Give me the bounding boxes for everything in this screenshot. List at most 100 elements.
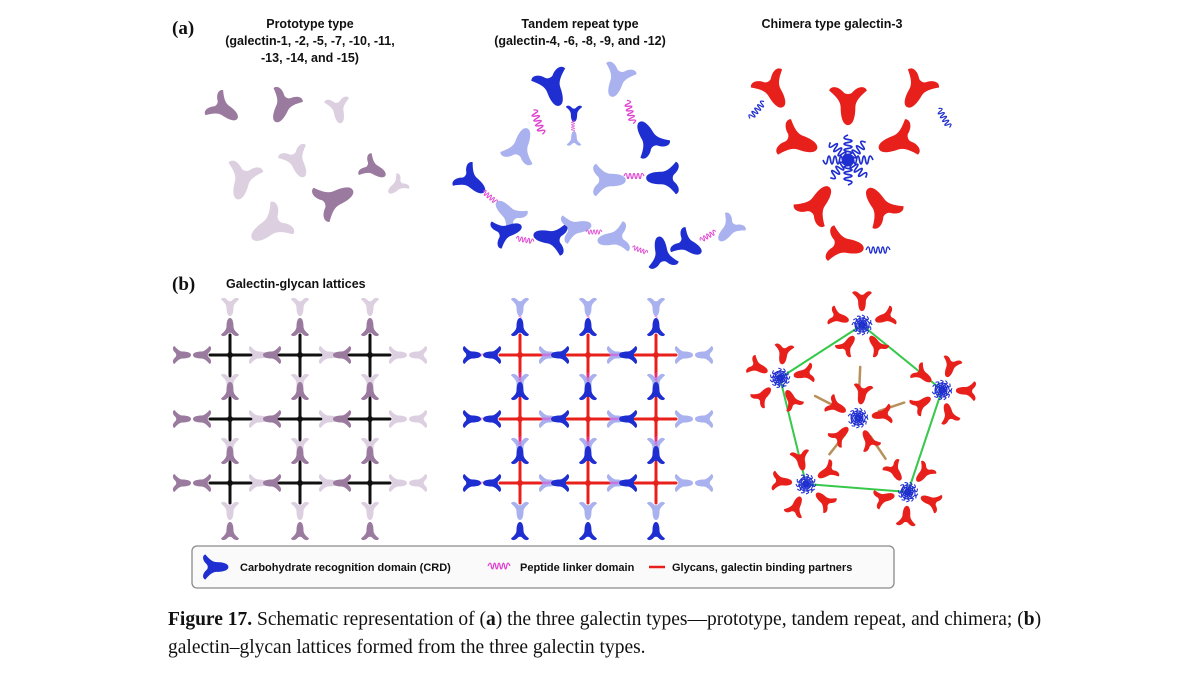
tandem-repeat-title: Tandem repeat type (galectin-4, -6, -8, … [494, 17, 666, 48]
lattice-crd [483, 474, 502, 492]
glycan-node [227, 352, 233, 358]
tandem-repeat-galectins [450, 60, 748, 270]
svg-text:(galectin-1, -2, -5, -7, -10,: (galectin-1, -2, -5, -7, -10, -11, [225, 34, 395, 48]
legend-crd-label: Carbohydrate recognition domain (CRD) [240, 562, 451, 574]
linker-coil [515, 235, 535, 245]
chimera-crd [789, 448, 813, 473]
chimera-title: Chimera type galectin-3 [761, 17, 902, 31]
chimera-crd [829, 87, 867, 126]
prototype-lattice [172, 297, 428, 541]
lattice-crd [172, 474, 191, 492]
lattice-crd [674, 410, 693, 428]
chimera-crd [917, 488, 944, 514]
glycan-node [517, 416, 523, 422]
linker-coil [698, 228, 718, 244]
crd-light [499, 122, 544, 167]
lattice-crd [647, 297, 665, 316]
lattice-crd [172, 410, 191, 428]
prototype-crd [203, 88, 247, 132]
linker-coil [585, 229, 603, 235]
lattice-crd [409, 474, 428, 492]
chimera-crd [772, 343, 795, 366]
linker-coil [865, 246, 891, 254]
glycan-node [585, 480, 591, 486]
prototype-crd [240, 199, 297, 256]
lattice-crd [291, 522, 309, 541]
lattice-crd [291, 318, 309, 337]
prototype-crd [219, 159, 265, 204]
lattice-crd [695, 346, 714, 364]
crd-dark [530, 65, 577, 112]
glycan-node [517, 352, 523, 358]
lattice-crd [291, 297, 309, 316]
prototype-galectin-monomers [203, 85, 411, 256]
linker-coil [623, 172, 645, 180]
chimera-crd [824, 224, 867, 267]
prototype-crd [382, 172, 411, 201]
chimera-crd [826, 305, 852, 331]
panel-a-label: (a) [172, 18, 194, 39]
chimera-crd [745, 354, 772, 381]
lattice-crd [361, 501, 379, 520]
lattice-crd [193, 474, 212, 492]
lattice-crd [695, 410, 714, 428]
chimera-crd [813, 458, 841, 486]
lattice-crd [221, 501, 239, 520]
lattice-crd [511, 522, 529, 541]
lattice-crd [361, 297, 379, 316]
glycan-node [585, 416, 591, 422]
legend: Carbohydrate recognition domain (CRD) Pe… [191, 545, 895, 589]
chimera-crd [872, 117, 922, 167]
crd-dark [646, 161, 679, 195]
crd-light [593, 163, 626, 197]
crd-dark [530, 218, 569, 257]
glycan-node [297, 480, 303, 486]
lattice-crd [511, 297, 529, 316]
lattice-crd [361, 522, 379, 541]
lattice-crd [193, 346, 212, 364]
chimera-crd [826, 420, 855, 449]
chimera-galectin-pentamer [747, 66, 953, 267]
lattice-crd [695, 474, 714, 492]
prototype-crd [310, 173, 361, 224]
chimera-crd [774, 117, 824, 167]
lattice-crd [511, 501, 529, 520]
lattice-crd [221, 318, 239, 337]
panel-b-label: (b) [172, 274, 195, 295]
glycan-node [653, 416, 659, 422]
svg-text:Chimera type galectin-3: Chimera type galectin-3 [761, 17, 902, 31]
linker-coil [631, 244, 649, 256]
chimera-crd [850, 382, 874, 407]
linker-coil [571, 119, 575, 133]
lattice-crd [647, 522, 665, 541]
lattice-crd [193, 410, 212, 428]
lattice-crd [647, 318, 665, 337]
chimera-crd [936, 400, 961, 426]
legend-box [191, 545, 895, 589]
chimera-crd [872, 305, 898, 331]
glycan-link [877, 401, 906, 413]
glycan-node [297, 416, 303, 422]
glycan-link [805, 483, 909, 493]
glycan-link [907, 389, 943, 493]
prototype-crd [357, 152, 392, 187]
lattice-crd [388, 410, 407, 428]
prototype-crd [323, 96, 354, 126]
chimera-crd [852, 177, 906, 231]
crd-dark [565, 105, 583, 122]
svg-text:Prototype type: Prototype type [266, 17, 354, 31]
lattice-crd [409, 410, 428, 428]
glycan-node [367, 416, 373, 422]
crd-light [596, 60, 638, 103]
glycan-node [517, 480, 523, 486]
caption-figure-number: Figure 17. [168, 609, 253, 630]
chimera-crd [937, 354, 963, 381]
lattice-crd [221, 522, 239, 541]
chimera-crd [881, 458, 910, 486]
lattice-crd [172, 346, 191, 364]
chimera-crd [891, 66, 941, 117]
lattice-crd [291, 501, 309, 520]
chimera-crd [777, 385, 805, 413]
tandem-repeat-lattice [462, 297, 714, 541]
